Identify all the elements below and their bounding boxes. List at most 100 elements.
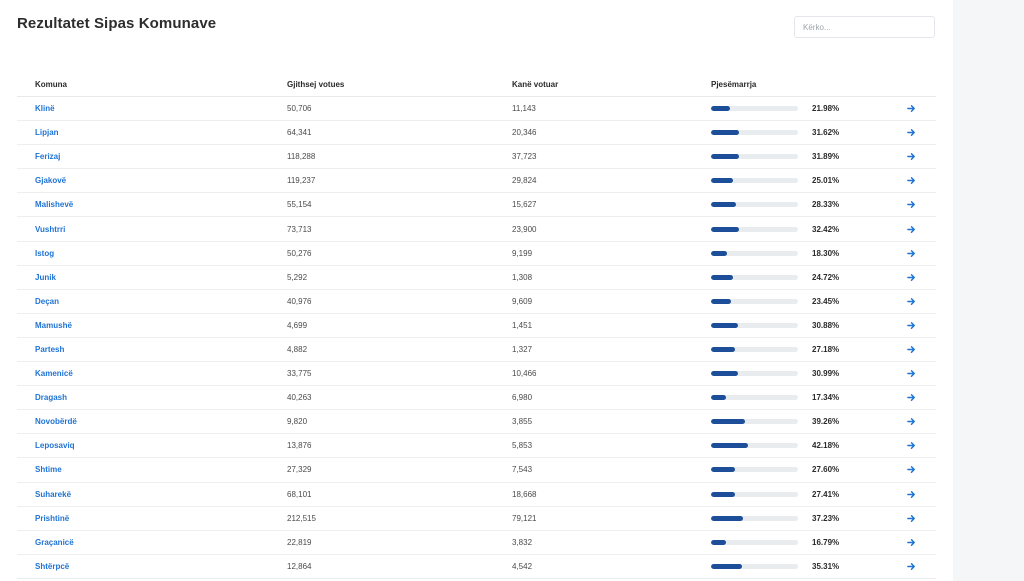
municipality-link[interactable]: Prishtinë xyxy=(35,513,70,523)
table-row[interactable]: Klinë 50,706 11,143 21.98% xyxy=(17,97,936,122)
municipality-link[interactable]: Novobërdë xyxy=(35,417,77,427)
arrow-right-icon[interactable] xyxy=(907,465,916,474)
arrow-right-icon[interactable] xyxy=(907,297,916,306)
arrow-right-icon[interactable] xyxy=(907,562,916,571)
table-row[interactable]: Shtërpcë 12,864 4,542 35.31% xyxy=(17,555,936,579)
table-row[interactable]: Deçan 40,976 9,609 23.45% xyxy=(17,290,936,314)
column-header-total-voters[interactable]: Gjithsej votues xyxy=(287,80,345,89)
municipality-link[interactable]: Leposaviq xyxy=(35,441,75,451)
arrow-right-icon[interactable] xyxy=(907,393,916,402)
municipality-link[interactable]: Shtime xyxy=(35,465,62,475)
voted-cell: 37,723 xyxy=(512,152,537,162)
turnout-cell: 42.18% xyxy=(693,441,888,450)
table-row[interactable]: Leposaviq 13,876 5,853 42.18% xyxy=(17,434,936,459)
turnout-percent: 25.01% xyxy=(812,176,840,186)
table-row[interactable]: Dragash 40,263 6,980 17.34% xyxy=(17,386,936,411)
municipality-link[interactable]: Junik xyxy=(35,272,56,282)
turnout-percent: 17.34% xyxy=(812,393,840,403)
municipality-link[interactable]: Partesh xyxy=(35,344,65,354)
table-row[interactable]: Shtime 27,329 7,543 27.60% xyxy=(17,458,936,483)
table-row[interactable]: Junik 5,292 1,308 24.72% xyxy=(17,266,936,290)
turnout-cell: 30.99% xyxy=(693,369,888,378)
turnout-cell: 37.23% xyxy=(693,514,888,523)
municipality-link[interactable]: Ferizaj xyxy=(35,152,61,162)
table-row[interactable]: Kamenicë 33,775 10,466 30.99% xyxy=(17,362,936,387)
arrow-right-icon[interactable] xyxy=(907,369,916,378)
total-voters-cell: 4,882 xyxy=(287,344,308,354)
arrow-right-icon[interactable] xyxy=(907,490,916,499)
turnout-progress-fill xyxy=(711,491,735,497)
table-row[interactable]: Prishtinë 212,515 79,121 37.23% xyxy=(17,507,936,531)
municipality-link[interactable]: Klinë xyxy=(35,104,55,114)
table-row[interactable]: Ferizaj 118,288 37,723 31.89% xyxy=(17,145,936,170)
table-row[interactable]: Gjakovë 119,237 29,824 25.01% xyxy=(17,169,936,194)
municipality-link[interactable]: Deçan xyxy=(35,296,60,306)
turnout-progress-fill xyxy=(711,274,733,280)
turnout-progress-fill xyxy=(711,226,740,232)
total-voters-cell: 118,288 xyxy=(287,152,316,162)
arrow-right-icon[interactable] xyxy=(907,176,916,185)
municipality-link[interactable]: Gjakovë xyxy=(35,176,67,186)
total-voters-cell: 50,706 xyxy=(287,104,312,114)
arrow-right-icon[interactable] xyxy=(907,273,916,282)
municipality-link[interactable]: Mamushë xyxy=(35,320,72,330)
table-row[interactable]: Vushtrri 73,713 23,900 32.42% xyxy=(17,217,936,242)
municipality-link[interactable]: Lipjan xyxy=(35,128,59,138)
search-input[interactable] xyxy=(794,16,935,38)
turnout-progress-bar xyxy=(711,491,798,497)
arrow-right-icon[interactable] xyxy=(907,321,916,330)
column-header-municipality[interactable]: Komuna xyxy=(35,80,67,89)
turnout-cell: 24.72% xyxy=(693,273,888,282)
municipality-link[interactable]: Shtërpcë xyxy=(35,561,70,571)
total-voters-cell: 68,101 xyxy=(287,489,312,499)
voted-cell: 23,900 xyxy=(512,224,537,234)
turnout-progress-bar xyxy=(711,443,798,449)
municipality-link[interactable]: Suharekë xyxy=(35,489,72,499)
column-header-voted[interactable]: Kanë votuar xyxy=(512,80,559,89)
table-row[interactable]: Mamushë 4,699 1,451 30.88% xyxy=(17,314,936,338)
municipality-link[interactable]: Malishevë xyxy=(35,200,74,210)
arrow-right-icon[interactable] xyxy=(907,104,916,113)
turnout-percent: 21.98% xyxy=(812,104,840,114)
table-row[interactable]: Novobërdë 9,820 3,855 39.26% xyxy=(17,410,936,435)
table-row[interactable]: Graçanicë 22,819 3,832 16.79% xyxy=(17,531,936,555)
municipality-link[interactable]: Graçanicë xyxy=(35,537,74,547)
arrow-right-icon[interactable] xyxy=(907,538,916,547)
turnout-cell: 31.62% xyxy=(693,128,888,137)
turnout-cell: 17.34% xyxy=(693,393,888,402)
arrow-right-icon[interactable] xyxy=(907,441,916,450)
turnout-percent: 35.31% xyxy=(812,561,840,571)
municipality-link[interactable]: Kamenicë xyxy=(35,369,73,379)
table-row[interactable]: Malishevë 55,154 15,627 28.33% xyxy=(17,193,936,218)
arrow-right-icon[interactable] xyxy=(907,128,916,137)
arrow-right-icon[interactable] xyxy=(907,514,916,523)
voted-cell: 4,542 xyxy=(512,561,533,571)
turnout-percent: 28.33% xyxy=(812,200,840,210)
table-row[interactable]: Lipjan 64,341 20,346 31.62% xyxy=(17,121,936,146)
column-header-turnout[interactable]: Pjesëmarrja xyxy=(711,80,757,89)
turnout-progress-bar xyxy=(711,346,798,352)
turnout-cell: 39.26% xyxy=(693,417,888,426)
turnout-progress-fill xyxy=(711,443,748,449)
arrow-right-icon[interactable] xyxy=(907,152,916,161)
table-row[interactable]: Istog 50,276 9,199 18.30% xyxy=(17,242,936,266)
arrow-right-icon[interactable] xyxy=(907,225,916,234)
arrow-right-icon[interactable] xyxy=(907,249,916,258)
arrow-right-icon[interactable] xyxy=(907,417,916,426)
voted-cell: 18,668 xyxy=(512,489,537,499)
turnout-progress-bar xyxy=(711,250,798,256)
municipality-link[interactable]: Vushtrri xyxy=(35,224,66,234)
voted-cell: 1,451 xyxy=(512,320,533,330)
arrow-right-icon[interactable] xyxy=(907,345,916,354)
table-row[interactable]: Suharekë 68,101 18,668 27.41% xyxy=(17,483,936,507)
turnout-cell: 16.79% xyxy=(693,538,888,547)
turnout-progress-fill xyxy=(711,298,732,304)
table-row[interactable]: Partesh 4,882 1,327 27.18% xyxy=(17,338,936,363)
municipality-link[interactable]: Istog xyxy=(35,248,55,258)
arrow-right-icon[interactable] xyxy=(907,200,916,209)
turnout-percent: 23.45% xyxy=(812,296,840,306)
municipality-link[interactable]: Dragash xyxy=(35,393,68,403)
voted-cell: 6,980 xyxy=(512,393,533,403)
row-action xyxy=(888,465,936,474)
turnout-progress-bar xyxy=(711,130,798,136)
